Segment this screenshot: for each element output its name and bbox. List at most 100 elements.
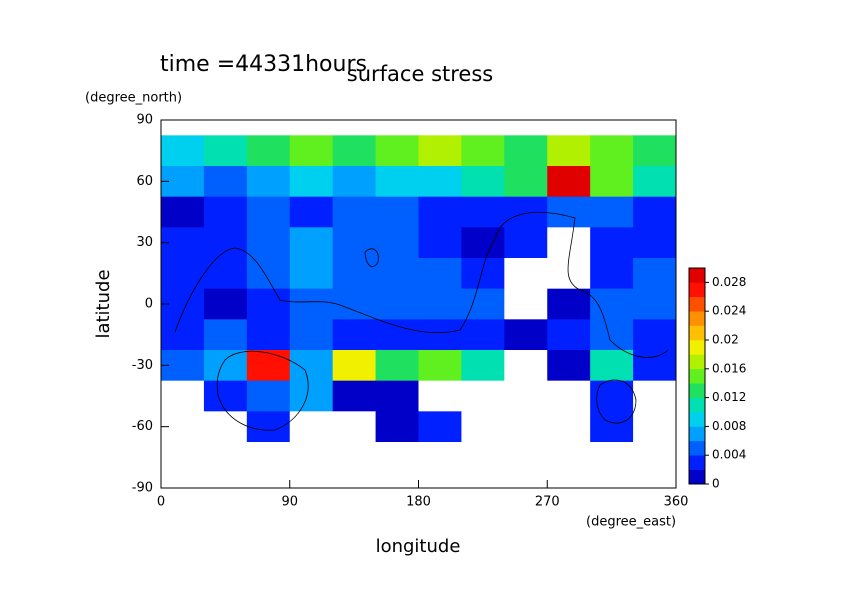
- cell: [547, 258, 591, 290]
- colorbar-tick-label: 0.028: [712, 275, 746, 289]
- field: [161, 135, 677, 474]
- colorbar-band: [689, 282, 705, 298]
- colorbar-band: [689, 268, 705, 283]
- cell: [203, 350, 248, 382]
- cell: [203, 135, 248, 167]
- cell: [289, 196, 334, 228]
- cell: [332, 411, 377, 443]
- cell: [633, 227, 677, 259]
- cell: [375, 442, 419, 474]
- cell: [590, 288, 634, 320]
- colorbar-band: [689, 383, 705, 398]
- cell: [461, 380, 505, 412]
- colorbar-band: [689, 397, 705, 413]
- y-unit: (degree_north): [85, 91, 182, 106]
- cell: [461, 227, 505, 259]
- cell: [418, 380, 462, 412]
- cell: [203, 258, 248, 290]
- cell: [547, 227, 591, 259]
- colorbar-band: [689, 340, 705, 355]
- cell: [246, 288, 291, 320]
- cell: [332, 380, 377, 412]
- cell: [332, 135, 377, 167]
- cell: [375, 166, 419, 198]
- cell: [590, 135, 634, 167]
- cell: [418, 196, 462, 228]
- cell: [418, 350, 462, 382]
- cell: [246, 135, 291, 167]
- cell: [246, 166, 291, 198]
- colorbar-band: [689, 469, 705, 485]
- cell: [633, 380, 677, 412]
- cell: [547, 166, 591, 198]
- x-tick-label: 90: [281, 495, 298, 510]
- cell: [332, 196, 377, 228]
- cell: [375, 411, 419, 443]
- colorbar-tick-label: 0: [712, 477, 720, 491]
- cell: [289, 350, 334, 382]
- cell: [332, 288, 377, 320]
- cell: [203, 411, 248, 443]
- cell: [504, 350, 548, 382]
- colorbar-band: [689, 412, 705, 427]
- coastlines: [174, 211, 669, 431]
- cell: [203, 196, 248, 228]
- cell: [590, 350, 634, 382]
- cell: [203, 380, 248, 412]
- cell: [332, 258, 377, 290]
- cell: [418, 288, 462, 320]
- cell: [203, 166, 248, 198]
- cell: [547, 442, 591, 474]
- cell: [203, 227, 248, 259]
- cell: [161, 135, 205, 167]
- cell: [246, 411, 291, 443]
- colorbar: 0 0.004 0.008 0.012 0.016 0.02 0.024 0.028: [688, 267, 746, 491]
- cell: [375, 196, 419, 228]
- cell: [633, 350, 677, 382]
- cell: [590, 166, 634, 198]
- y-tick-label: -30: [132, 358, 153, 373]
- cell: [246, 442, 291, 474]
- colorbar-band: [689, 426, 705, 442]
- cell: [332, 166, 377, 198]
- cell: [633, 166, 677, 198]
- cell: [547, 350, 591, 382]
- cell: [418, 166, 462, 198]
- cell: [203, 288, 248, 320]
- colorbar-band: [689, 354, 705, 370]
- cell: [547, 319, 591, 351]
- cell: [633, 258, 677, 290]
- cell: [289, 319, 334, 351]
- cell: [504, 166, 548, 198]
- x-axis-label: longitude: [376, 536, 461, 557]
- cell: [289, 166, 334, 198]
- cell: [633, 411, 677, 443]
- cell: [461, 319, 505, 351]
- cell: [418, 135, 462, 167]
- x-tick-label: 0: [157, 495, 165, 510]
- cell: [418, 227, 462, 259]
- colorbar-band: [689, 325, 705, 341]
- cell: [332, 319, 377, 351]
- cell: [461, 350, 505, 382]
- x-tick-label: 360: [664, 495, 689, 510]
- cell: [590, 411, 634, 443]
- cell: [504, 319, 548, 351]
- cell: [633, 442, 677, 474]
- cell: [289, 442, 334, 474]
- y-tick-label: 90: [136, 113, 153, 128]
- cell: [246, 196, 291, 228]
- colorbar-band: [689, 455, 705, 470]
- cell: [590, 227, 634, 259]
- cell: [246, 319, 291, 351]
- cell: [590, 258, 634, 290]
- cell: [418, 319, 462, 351]
- cell: [461, 196, 505, 228]
- cell: [161, 196, 205, 228]
- cell: [246, 350, 291, 382]
- x-unit: (degree_east): [586, 515, 676, 530]
- cell: [590, 319, 634, 351]
- colorbar-tick-label: 0.024: [712, 304, 746, 318]
- cell: [418, 258, 462, 290]
